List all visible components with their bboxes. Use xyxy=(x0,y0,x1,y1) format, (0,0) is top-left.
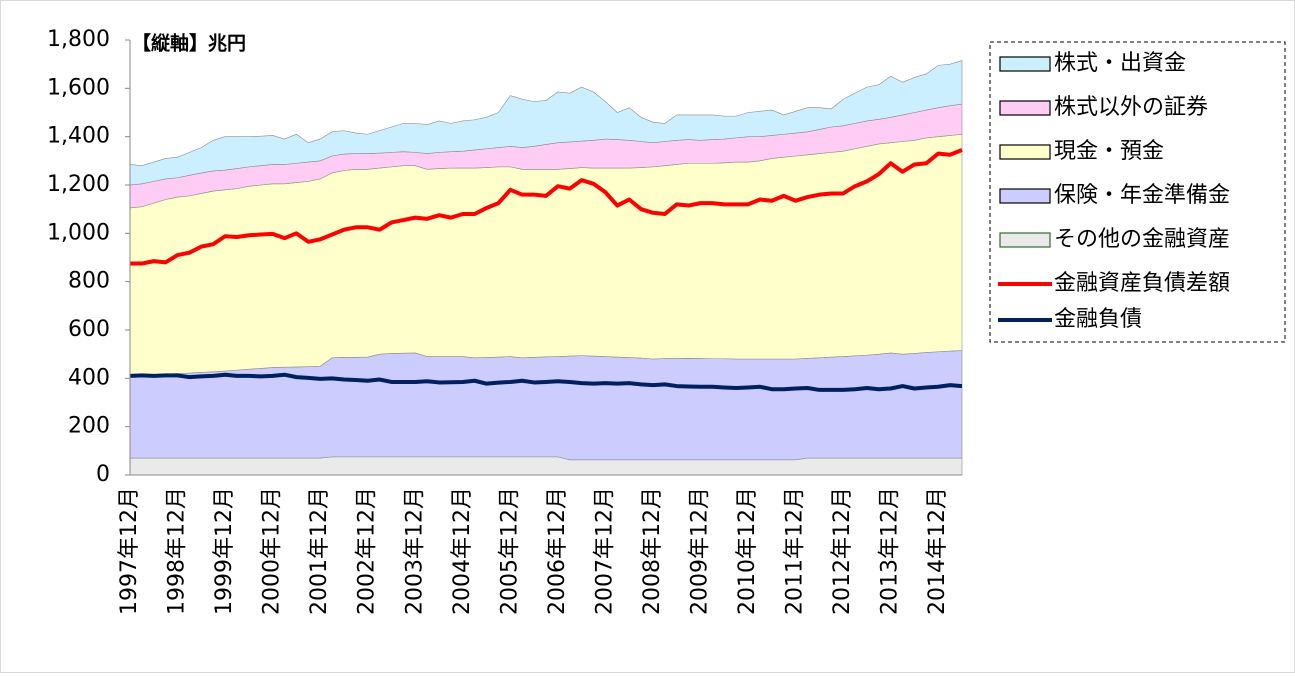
area xyxy=(129,456,963,476)
y-tick-label: 1,400 xyxy=(47,124,110,149)
y-tick-label: 1,800 xyxy=(47,27,110,52)
line xyxy=(129,372,963,392)
x-tick-label: 1999年12月 xyxy=(212,487,237,615)
x-tick-label: 2003年12月 xyxy=(402,487,427,615)
legend-label: 現金・預金 xyxy=(1054,139,1164,164)
x-tick-label: 2000年12月 xyxy=(260,487,285,615)
y-unit-label: 【縦軸】兆円 xyxy=(132,32,246,55)
x-tick-label: 1998年12月 xyxy=(165,487,190,615)
y-tick-label: 400 xyxy=(68,365,110,390)
x-tick-label: 2013年12月 xyxy=(878,487,903,615)
x-tick-label: 2007年12月 xyxy=(592,487,617,615)
x-tick-label: 2010年12月 xyxy=(735,487,760,615)
x-tick-label: 2001年12月 xyxy=(307,487,332,615)
x-tick-label: 2002年12月 xyxy=(355,487,380,615)
x-tick-label: 2009年12月 xyxy=(688,487,713,615)
legend-label: 保険・年金準備金 xyxy=(1054,183,1230,208)
x-tick-label: 2004年12月 xyxy=(450,487,475,615)
y-tick-label: 800 xyxy=(68,269,110,294)
x-tick-label: 2011年12月 xyxy=(783,487,808,615)
legend-label: 株式以外の証券 xyxy=(1054,95,1208,120)
y-tick-label: 600 xyxy=(68,317,110,342)
y-tick-label: 0 xyxy=(96,462,110,487)
x-tick-label: 2006年12月 xyxy=(545,487,570,615)
legend-label: 金融負債 xyxy=(1054,307,1142,332)
legend-label: 金融資産負債差額 xyxy=(1054,271,1230,296)
x-tick-label: 2005年12月 xyxy=(497,487,522,615)
legend-swatch xyxy=(999,144,1051,160)
legend-label: 株式・出資金 xyxy=(1054,51,1186,76)
x-tick-label: 2012年12月 xyxy=(830,487,855,615)
plot-area xyxy=(129,40,963,476)
legend-swatch xyxy=(999,100,1051,116)
x-tick-label: 1997年12月 xyxy=(117,487,142,615)
y-tick-label: 1,200 xyxy=(47,172,110,197)
legend-swatch xyxy=(999,232,1051,248)
legend-swatch xyxy=(999,56,1051,72)
y-tick-label: 200 xyxy=(68,414,110,439)
y-tick-label: 1,600 xyxy=(47,75,110,100)
x-tick-label: 2008年12月 xyxy=(640,487,665,615)
area xyxy=(129,60,963,186)
line xyxy=(130,148,963,266)
x-tick-label: 2014年12月 xyxy=(925,487,950,615)
y-tick-label: 1,000 xyxy=(47,220,110,245)
legend-label: その他の金融資産 xyxy=(1054,227,1230,252)
legend-swatch xyxy=(999,188,1051,204)
